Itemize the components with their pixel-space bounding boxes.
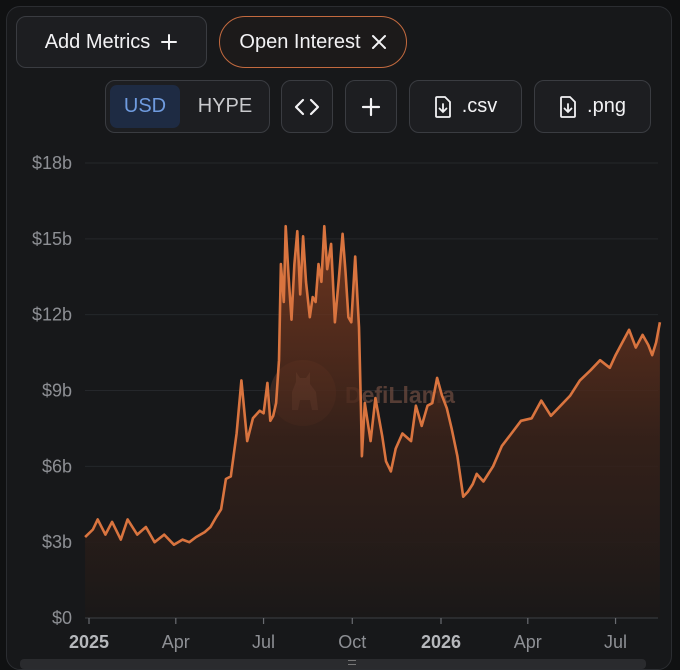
denom-hype-option[interactable]: HYPE [197,95,253,117]
x-tick-label: Jul [604,632,627,652]
y-tick-label: $15b [32,229,72,249]
y-tick-label: $0 [52,608,72,628]
x-tick-label: Apr [514,632,542,652]
y-tick-label: $18b [32,153,72,173]
x-tick-label: 2025 [69,632,109,652]
embed-button[interactable] [281,80,333,133]
csv-label: .csv [461,95,498,117]
plus-icon [361,97,381,116]
download-png-button[interactable]: .png [534,80,651,133]
download-csv-button[interactable]: .csv [409,80,522,133]
file-download-icon [560,95,576,118]
x-tick-label: Oct [338,632,366,652]
add-metrics-label: Add Metrics [44,30,151,53]
close-icon[interactable] [371,34,387,50]
denom-usd-option[interactable]: USD [110,85,180,128]
x-tick-label: Jul [252,632,275,652]
denomination-toggle: USD HYPE [105,80,270,133]
open-interest-chip[interactable]: Open Interest [219,16,407,68]
add-metrics-button[interactable]: Add Metrics [16,16,207,68]
x-axis-ticks: 2025 Apr Jul Oct 2026 Apr Jul [69,618,627,652]
add-chart-button[interactable] [345,80,397,133]
x-tick-label: Apr [162,632,190,652]
png-label: .png [587,95,626,117]
y-tick-label: $9b [42,381,72,401]
series-line [84,224,662,546]
y-tick-label: $3b [42,532,72,552]
open-interest-label: Open Interest [239,30,361,53]
plus-icon [161,34,178,50]
x-tick-label: 2026 [421,632,461,652]
y-tick-label: $12b [32,305,72,325]
y-axis-ticks: $0 $3b $6b $9b $12b $15b $18b [32,153,72,628]
file-download-icon [434,95,451,118]
scrollbar-grip[interactable] [348,660,356,665]
code-icon [294,98,320,115]
series-area [85,226,660,618]
chart-range-scrollbar[interactable] [20,659,646,669]
y-tick-label: $6b [42,456,72,476]
